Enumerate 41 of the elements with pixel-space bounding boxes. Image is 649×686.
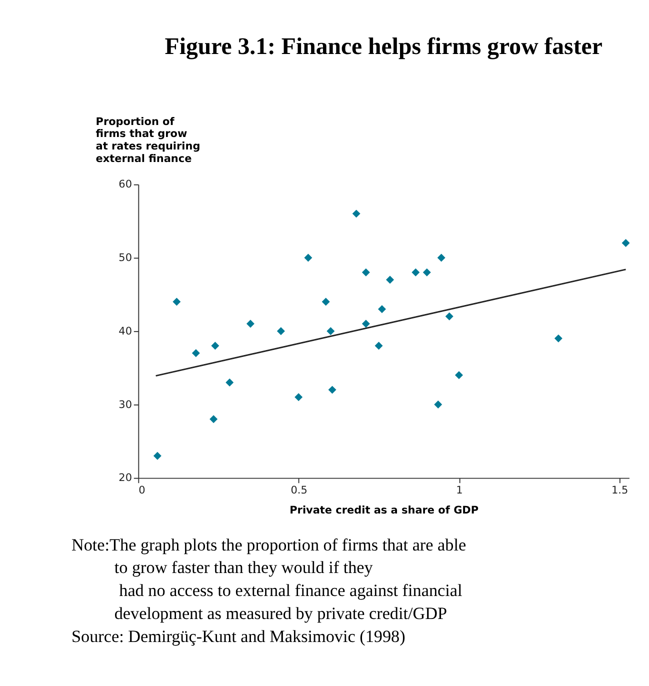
- point: [362, 320, 370, 328]
- y-tick-label: 20: [118, 472, 132, 484]
- point: [554, 334, 562, 342]
- point: [412, 268, 420, 276]
- point: [226, 378, 234, 386]
- point: [246, 320, 254, 328]
- y-tick-label: 40: [118, 325, 132, 338]
- x-tick-label: 0: [138, 484, 146, 497]
- point: [276, 327, 285, 336]
- point: [374, 342, 383, 350]
- y-tick-label: 50: [118, 252, 132, 264]
- point: [362, 268, 370, 276]
- point: [622, 239, 630, 248]
- point: [211, 342, 220, 350]
- point: [322, 298, 330, 306]
- y-axis-title: Proportion of firms that grow at rates requiring external finance: [96, 116, 200, 165]
- y-tick-label: 30: [118, 398, 132, 411]
- text: Note:The graph plots the proportion of firms that are able to grow faster than they would if they had no access to external finance against financial development as measured by private credit/GDP: [71, 535, 466, 623]
- point: [454, 371, 463, 380]
- source-note: Source: Demirgüç-Kunt and Maksimovic (1998): [71, 626, 406, 646]
- x-tick-label: 1.5: [612, 484, 628, 497]
- x-tick-label: 0.5: [290, 484, 308, 497]
- point: [378, 305, 386, 314]
- point: [352, 210, 360, 218]
- point: [192, 349, 200, 358]
- point: [294, 393, 303, 402]
- point: [304, 254, 312, 262]
- point: [445, 312, 454, 320]
- point: [172, 298, 181, 306]
- y-tick-label: 60: [118, 178, 132, 191]
- point: [326, 327, 335, 336]
- x-tick-label: 1: [456, 484, 463, 497]
- x-axis-title: Private credit as a share of GDP: [290, 504, 479, 517]
- point: [437, 254, 446, 262]
- point: [422, 268, 431, 276]
- point: [386, 276, 394, 284]
- point: [434, 400, 442, 408]
- point: [328, 386, 336, 394]
- point: [210, 415, 218, 424]
- point: [153, 452, 162, 460]
- chart-title: Figure 3.1: Finance helps firms grow faster: [164, 34, 603, 60]
